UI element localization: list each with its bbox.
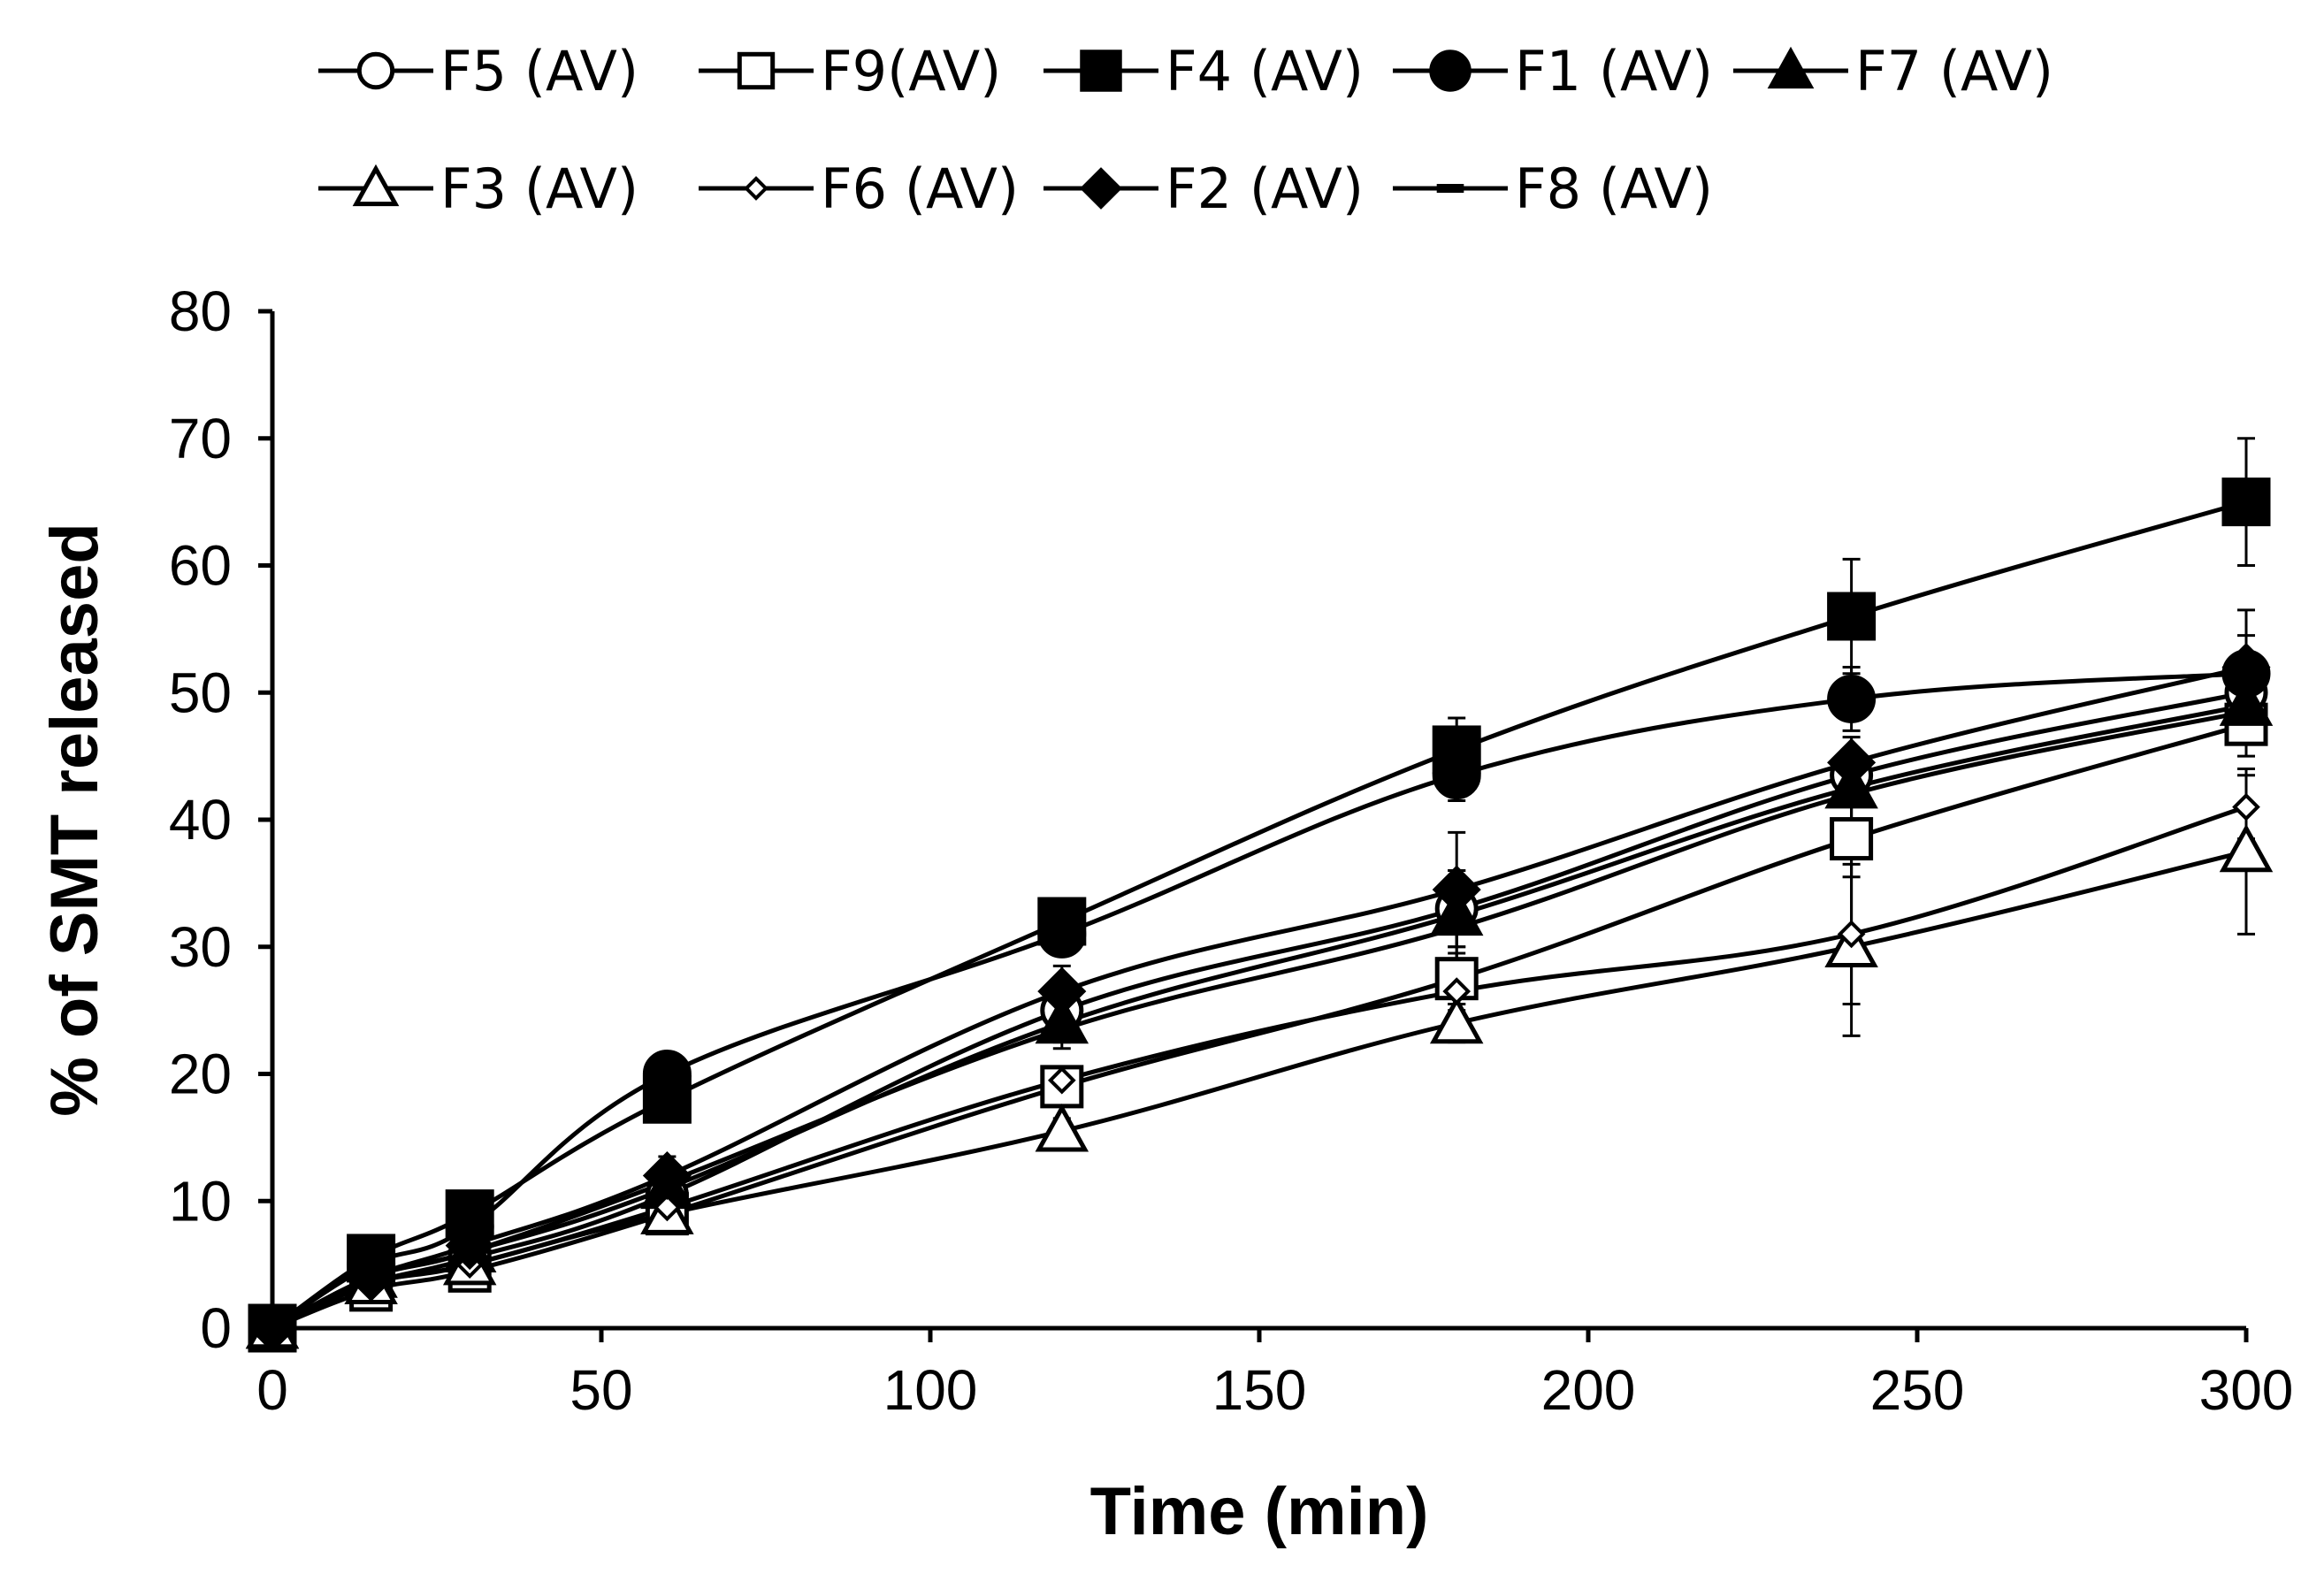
axes: 0 50 100 150 200 250 300 0 10 20 30 40 50 60 70 80 <box>169 279 2294 1422</box>
y-tick-label: 50 <box>169 661 232 724</box>
x-axis-ticks: 0 50 100 150 200 250 300 <box>256 1328 2293 1422</box>
legend-item-f9-av: F9(AV) <box>699 39 1001 103</box>
legend-label-f2-av: F2 (AV) <box>1166 157 1364 221</box>
series-line-f3-av <box>271 849 2247 1331</box>
y-tick-label: 70 <box>169 407 232 470</box>
data-point-f3-av <box>1035 1104 1089 1152</box>
data-point-f3-av <box>1429 995 1484 1044</box>
data-point-f8-av <box>355 1272 387 1282</box>
data-point-f1-av <box>1037 909 1087 959</box>
legend-marker-f5-av <box>356 51 395 90</box>
data-point-f8-av <box>454 1247 486 1257</box>
data-point-f6-av <box>2232 792 2260 821</box>
legend-label-f4-av: F4 (AV) <box>1166 39 1364 103</box>
data-point-f8-av <box>1835 790 1868 799</box>
data-point-f1-av <box>1432 751 1481 800</box>
x-tick-label: 200 <box>1541 1358 1636 1422</box>
legend-item-f2-av: F2 (AV) <box>1044 157 1364 221</box>
legend-item-f8-av: F8 (AV) <box>1393 157 1713 221</box>
data-point-f9-av <box>1830 817 1874 861</box>
legend: F5 (AV) F9(AV) F4 (AV) F1 (AV) F7 (AV) F3 (AV… <box>318 39 2053 221</box>
data-point-f6-av <box>1442 977 1472 1005</box>
data-point-f3-av <box>2219 823 2274 873</box>
data-point-f8-av <box>651 1177 684 1187</box>
series-lines <box>271 500 2247 1331</box>
legend-label-f1-av: F1 (AV) <box>1515 39 1713 103</box>
legend-label-f5-av: F5 (AV) <box>440 39 638 103</box>
legend-marker-f3-av <box>352 164 400 207</box>
x-tick-label: 100 <box>883 1358 978 1422</box>
series-line-f7-av <box>271 703 2247 1331</box>
legend-item-f3-av: F3 (AV) <box>318 157 638 221</box>
legend-marker-f4-av <box>1080 50 1122 92</box>
y-tick-label: 40 <box>169 788 232 852</box>
y-tick-label: 60 <box>169 534 232 598</box>
legend-label-f7-av: F7 (AV) <box>1855 39 2053 103</box>
series-line-f5-av <box>271 690 2247 1331</box>
data-point-f4-av <box>1827 592 1877 641</box>
plot-area <box>245 437 2274 1353</box>
legend-item-f4-av: F4 (AV) <box>1044 39 1364 103</box>
legend-label-f8-av: F8 (AV) <box>1515 157 1713 221</box>
y-tick-label: 30 <box>169 915 232 979</box>
legend-label-f3-av: F3 (AV) <box>440 157 638 221</box>
legend-label-f9-av: F9(AV) <box>821 39 1001 103</box>
data-point-f2-av <box>1037 966 1087 1016</box>
series-line-f4-av <box>271 500 2247 1331</box>
legend-item-f7-av: F7 (AV) <box>1733 39 2053 103</box>
x-tick-label: 0 <box>256 1358 288 1422</box>
data-point-f6-av <box>653 1193 682 1222</box>
legend-item-f6-av: F6 (AV) <box>699 157 1019 221</box>
data-markers <box>245 477 2274 1353</box>
y-axis-ticks: 0 10 20 30 40 50 60 70 80 <box>169 279 272 1360</box>
y-tick-label: 10 <box>169 1169 232 1233</box>
x-tick-label: 150 <box>1212 1358 1307 1422</box>
legend-item-f5-av: F5 (AV) <box>318 39 638 103</box>
x-axis-title: Time (min) <box>1090 1474 1429 1549</box>
legend-marker-f9-av <box>737 51 776 90</box>
legend-marker-f8-av <box>1436 184 1464 193</box>
data-point-f6-av <box>1047 1066 1076 1095</box>
legend-marker-f6-av <box>744 176 768 201</box>
x-tick-label: 250 <box>1870 1358 1965 1422</box>
data-point-f8-av <box>2230 707 2262 716</box>
error-bars <box>362 437 2255 1298</box>
data-point-f8-av <box>1441 923 1473 933</box>
legend-marker-f7-av <box>1767 46 1815 89</box>
data-point-f6-av <box>1837 920 1866 949</box>
data-point-f1-av <box>1827 674 1877 723</box>
data-point-f8-av <box>1045 1025 1078 1035</box>
series-line-f6-av <box>271 805 2247 1331</box>
y-tick-label: 80 <box>169 279 232 343</box>
legend-marker-f2-av <box>1080 167 1122 210</box>
data-point-f1-av <box>642 1050 692 1098</box>
y-tick-label: 0 <box>200 1296 232 1360</box>
data-point-f2-av <box>1432 865 1481 914</box>
y-axis-title: % of SMT released <box>37 523 112 1117</box>
data-point-f4-av <box>2221 477 2271 527</box>
x-tick-label: 50 <box>570 1358 632 1422</box>
legend-item-f1-av: F1 (AV) <box>1393 39 1713 103</box>
x-tick-label: 300 <box>2199 1358 2294 1422</box>
legend-label-f6-av: F6 (AV) <box>821 157 1019 221</box>
y-tick-label: 20 <box>169 1043 232 1106</box>
data-point-f2-av <box>1827 737 1877 787</box>
legend-marker-f1-av <box>1429 50 1472 92</box>
data-point-f2-av <box>2221 642 2271 692</box>
